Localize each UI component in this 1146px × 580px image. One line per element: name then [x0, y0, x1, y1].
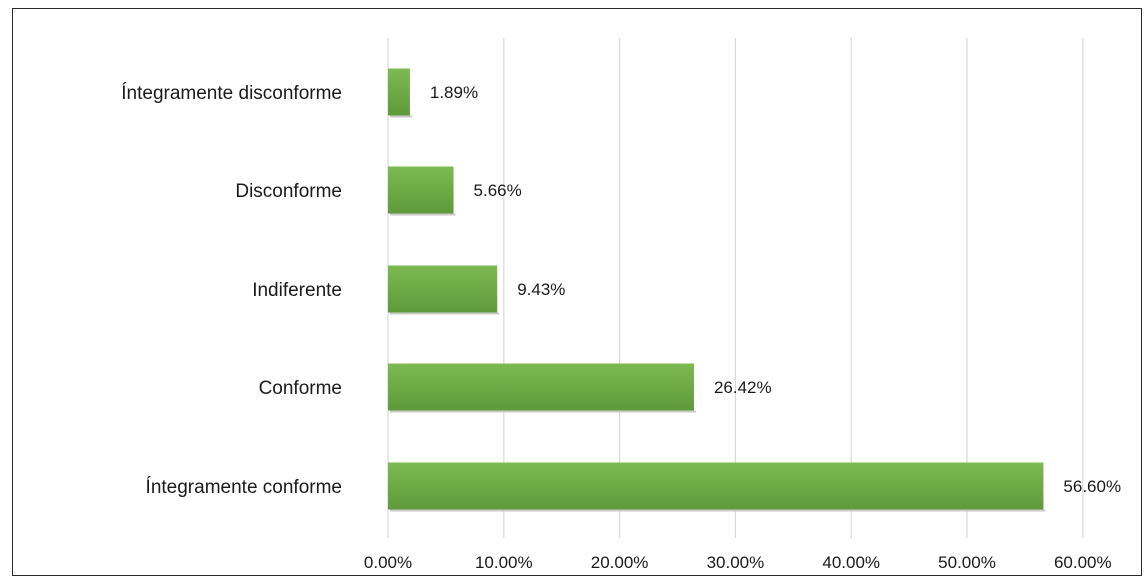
bar-shadow [390, 509, 1046, 512]
x-tick-label: 50.00% [938, 553, 996, 572]
data-label: 9.43% [517, 280, 565, 299]
bar [388, 462, 1044, 510]
bars [388, 68, 1046, 512]
x-tick-label: 0.00% [364, 553, 412, 572]
category-label: Conforme [259, 378, 342, 399]
gridlines [387, 38, 1084, 538]
x-tick-label: 40.00% [822, 553, 880, 572]
bar [388, 265, 498, 313]
x-tick-label: 20.00% [591, 553, 649, 572]
data-label: 5.66% [474, 181, 522, 200]
bar-shadow [390, 312, 500, 315]
bar [388, 68, 410, 116]
bar [388, 166, 454, 214]
bar-shadow [390, 213, 456, 216]
category-label: Disconforme [235, 181, 342, 202]
data-label: 1.89% [430, 83, 478, 102]
category-label: Indiferente [252, 280, 342, 301]
x-tick-label: 60.00% [1054, 553, 1112, 572]
x-tick-label: 30.00% [707, 553, 765, 572]
data-label: 26.42% [714, 378, 772, 397]
data-label: 56.60% [1063, 477, 1121, 496]
bar-shadow [390, 410, 696, 413]
category-label: Íntegramente disconforme [121, 83, 342, 104]
labels: 0.00% 10.00% 20.00% 30.00% 40.00% 50.00% 60.00… [121, 83, 1121, 572]
bar-shadow [390, 115, 412, 118]
chart-frame [12, 8, 1142, 576]
bar [388, 363, 694, 411]
category-label: Íntegramente conforme [146, 477, 342, 498]
x-tick-label: 10.00% [475, 553, 533, 572]
